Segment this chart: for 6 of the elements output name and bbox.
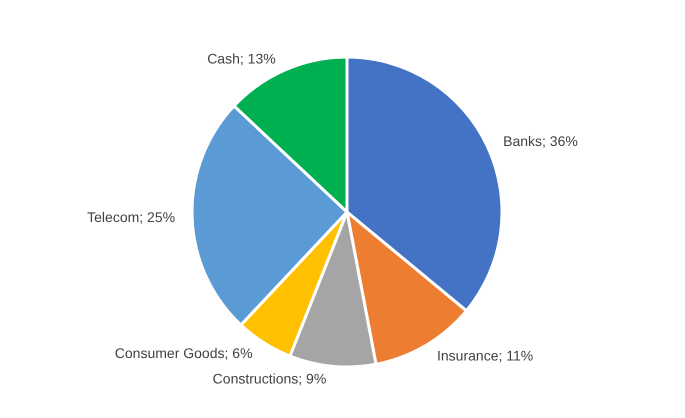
slice-label: Consumer Goods; 6% [114,345,253,362]
slice-label: Constructions; 9% [212,370,326,386]
slice-label: Cash; 13% [207,50,276,67]
slice-label: Banks; 36% [503,132,578,149]
slice-label: Insurance; 11% [437,348,534,364]
slice-label: Telecom; 25% [87,209,176,226]
